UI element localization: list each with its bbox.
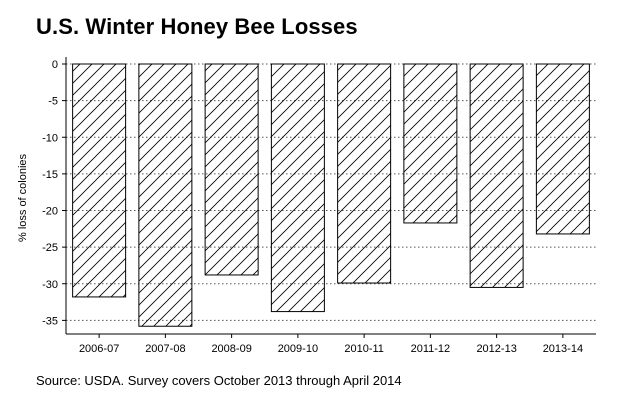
- bar-chart: 0 -5 -10 -15 -20 -25 -30 -35 2006-07 2007-08 2008…: [17, 57, 596, 355]
- y-tick-label: -15: [42, 169, 58, 181]
- bar-2010-11: [337, 63, 392, 284]
- bar-2008-09: [204, 63, 259, 276]
- y-tick-label: -10: [42, 132, 58, 144]
- y-tick-label: -30: [42, 279, 58, 291]
- x-axis-ticks: 2006-07 2007-08 2008-09 2009-10 2010-11 2011-…: [79, 334, 583, 355]
- x-tick-label: 2009-10: [278, 343, 318, 355]
- y-axis-ticks: 0 -5 -10 -15 -20 -25 -30 -35: [42, 59, 66, 327]
- axes: [65, 57, 596, 335]
- x-tick-label: 2007-08: [145, 343, 185, 355]
- y-tick-label: 0: [52, 59, 58, 71]
- x-tick-label: 2012-13: [476, 343, 516, 355]
- source-note: Source: USDA. Survey covers October 2013…: [36, 373, 402, 388]
- y-tick-label: -25: [42, 242, 58, 254]
- y-tick-label: -35: [42, 315, 58, 327]
- bars: [72, 63, 590, 327]
- x-tick-label: 2013-14: [543, 343, 583, 355]
- bar-2006-07: [72, 63, 127, 298]
- bar-2007-08: [138, 63, 193, 327]
- bar-2012-13: [469, 63, 524, 288]
- x-tick-label: 2008-09: [211, 343, 251, 355]
- bar-2011-12: [403, 63, 458, 224]
- chart-title: U.S. Winter Honey Bee Losses: [36, 14, 358, 39]
- x-tick-label: 2010-11: [344, 343, 384, 355]
- y-tick-label: -5: [48, 96, 58, 108]
- x-tick-label: 2006-07: [79, 343, 119, 355]
- bar-2009-10: [270, 63, 325, 313]
- x-tick-label: 2011-12: [411, 343, 451, 355]
- y-axis-label: % loss of colonies: [17, 153, 29, 242]
- bar-2013-14: [535, 63, 590, 235]
- y-tick-label: -20: [42, 206, 58, 218]
